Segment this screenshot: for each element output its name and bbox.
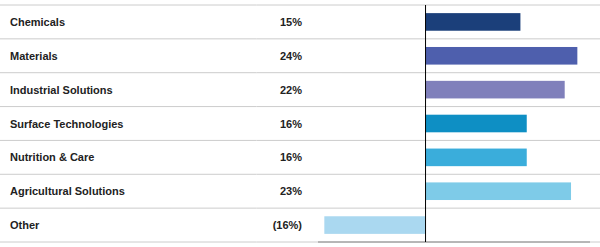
value-label: (16%) [273, 219, 303, 231]
chart-container: Chemicals 15% Materials 24% Industrial Solut… [0, 0, 600, 247]
category-label: Materials [10, 50, 58, 62]
row-separator [0, 5, 600, 6]
category-label: Industrial Solutions [10, 84, 113, 96]
category-label: Chemicals [10, 16, 65, 28]
bar [426, 81, 565, 99]
row-separator [0, 72, 600, 73]
value-label: 16% [280, 151, 302, 163]
value-label: 16% [280, 118, 302, 130]
value-label: 22% [280, 84, 302, 96]
chart: Chemicals 15% Materials 24% Industrial Solut… [0, 0, 600, 247]
bar [426, 47, 578, 65]
zero-line [425, 5, 426, 242]
row-separator [0, 106, 600, 107]
category-label: Agricultural Solutions [10, 185, 125, 197]
x-axis-line [318, 242, 590, 243]
bar [426, 115, 527, 133]
row-separator [0, 242, 600, 243]
row-separator [0, 38, 600, 39]
bar [426, 149, 527, 167]
category-label: Surface Technologies [10, 118, 124, 130]
row-separator [0, 208, 600, 209]
value-label: 24% [280, 50, 302, 62]
row-separator [0, 174, 600, 175]
bar [426, 13, 521, 31]
category-label: Nutrition & Care [10, 151, 94, 163]
bar [426, 182, 571, 200]
separators [0, 5, 600, 242]
category-label: Other [10, 219, 40, 231]
value-label: 23% [280, 185, 302, 197]
row-separator [0, 140, 600, 141]
bars [324, 13, 577, 234]
value-label: 15% [280, 16, 302, 28]
bar [324, 216, 425, 234]
labels: Chemicals 15% Materials 24% Industrial Solut… [10, 16, 302, 231]
